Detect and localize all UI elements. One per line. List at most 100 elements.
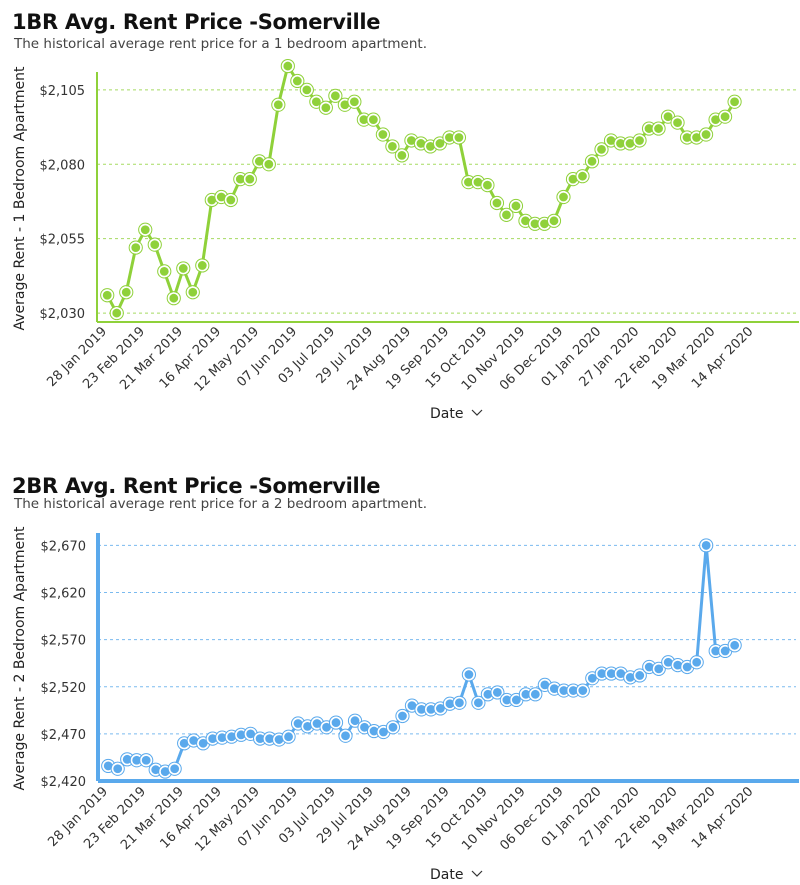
data-point[interactable] — [177, 262, 190, 275]
data-point-ring — [338, 728, 353, 743]
data-point[interactable] — [529, 688, 542, 701]
data-point[interactable] — [652, 122, 665, 135]
data-point[interactable] — [386, 721, 399, 734]
data-point-ring — [452, 695, 467, 710]
data-point-ring — [242, 172, 257, 187]
data-point-ring — [395, 708, 410, 724]
data-point[interactable] — [262, 158, 275, 171]
data-point[interactable] — [700, 128, 713, 141]
chevron-down-icon[interactable] — [471, 409, 483, 416]
data-point-ring — [167, 761, 182, 776]
data-point[interactable] — [168, 762, 181, 775]
data-point[interactable] — [329, 89, 342, 102]
data-point[interactable] — [148, 238, 161, 251]
data-point[interactable] — [633, 669, 646, 682]
y-tick-label: $2,670 — [41, 539, 87, 554]
data-point-ring — [110, 761, 125, 776]
data-point[interactable] — [490, 196, 503, 209]
chart-subtitle: The historical average rent price for a … — [14, 36, 427, 52]
x-axis-title[interactable]: Date — [430, 406, 463, 422]
data-point-ring — [689, 655, 704, 670]
data-point[interactable] — [319, 101, 332, 114]
data-point-ring — [471, 695, 486, 710]
data-point-ring — [281, 729, 296, 744]
y-tick-label: $2,470 — [41, 728, 87, 743]
data-point[interactable] — [671, 116, 684, 129]
data-point[interactable] — [500, 208, 513, 221]
data-point[interactable] — [719, 110, 732, 123]
data-point[interactable] — [224, 193, 237, 206]
data-point[interactable] — [728, 95, 741, 108]
data-point[interactable] — [557, 191, 570, 204]
data-point[interactable] — [339, 729, 352, 742]
data-point[interactable] — [576, 684, 589, 697]
data-point[interactable] — [196, 259, 209, 272]
data-point[interactable] — [433, 137, 446, 150]
chart-panel-2br: 2BR Avg. Rent Price -Somerville The hist… — [0, 460, 800, 885]
data-point[interactable] — [367, 113, 380, 126]
data-point[interactable] — [282, 730, 295, 743]
data-point[interactable] — [349, 714, 362, 727]
data-point[interactable] — [662, 110, 675, 123]
data-point[interactable] — [186, 286, 199, 299]
data-point-ring — [480, 178, 495, 193]
data-point[interactable] — [111, 762, 124, 775]
data-point[interactable] — [120, 286, 133, 299]
data-point-ring — [185, 285, 200, 300]
data-point[interactable] — [129, 241, 142, 254]
chart-title: 1BR Avg. Rent Price -Somerville — [12, 10, 381, 34]
data-point-ring — [556, 189, 571, 205]
data-point-ring — [394, 148, 409, 163]
data-point-ring — [109, 305, 124, 321]
data-point-ring — [290, 73, 305, 89]
data-point[interactable] — [140, 754, 153, 767]
data-point[interactable] — [348, 95, 361, 108]
data-point[interactable] — [110, 307, 123, 320]
data-point[interactable] — [700, 539, 713, 552]
data-point[interactable] — [690, 656, 703, 669]
data-point-ring — [499, 207, 514, 222]
data-point-ring — [347, 713, 363, 728]
data-point[interactable] — [576, 170, 589, 183]
data-point[interactable] — [330, 716, 343, 729]
data-point[interactable] — [547, 214, 560, 227]
data-point[interactable] — [101, 289, 114, 302]
data-point[interactable] — [509, 199, 522, 212]
data-point[interactable] — [453, 696, 466, 709]
data-point[interactable] — [300, 83, 313, 96]
x-axis-title[interactable]: Date — [430, 867, 463, 883]
data-point[interactable] — [452, 131, 465, 144]
data-point[interactable] — [472, 696, 485, 709]
data-point-ring — [727, 94, 742, 109]
data-point-ring — [632, 668, 647, 683]
y-axis-title: Average Rent - 1 Bedroom Apartment — [12, 66, 28, 331]
data-point[interactable] — [633, 134, 646, 147]
data-point[interactable] — [595, 143, 608, 156]
data-point[interactable] — [491, 686, 504, 699]
data-point[interactable] — [462, 668, 475, 681]
y-tick-label: $2,570 — [41, 634, 87, 649]
data-point[interactable] — [310, 95, 323, 108]
data-point-ring — [508, 198, 524, 214]
data-point[interactable] — [395, 149, 408, 162]
chevron-down-icon[interactable] — [471, 870, 483, 877]
data-point-ring — [176, 261, 191, 276]
data-point[interactable] — [167, 292, 180, 305]
data-point[interactable] — [139, 223, 152, 236]
data-point[interactable] — [158, 265, 171, 278]
data-point[interactable] — [652, 662, 665, 675]
data-point[interactable] — [481, 179, 494, 192]
data-point-ring — [328, 715, 344, 730]
data-point-ring — [223, 192, 238, 208]
data-point[interactable] — [586, 155, 599, 168]
data-point[interactable] — [281, 60, 294, 73]
data-point[interactable] — [272, 98, 285, 111]
data-point[interactable] — [243, 173, 256, 186]
data-point[interactable] — [728, 639, 741, 652]
data-point[interactable] — [396, 709, 409, 722]
data-point[interactable] — [386, 140, 399, 153]
data-point[interactable] — [291, 74, 304, 87]
data-point[interactable] — [376, 128, 389, 141]
